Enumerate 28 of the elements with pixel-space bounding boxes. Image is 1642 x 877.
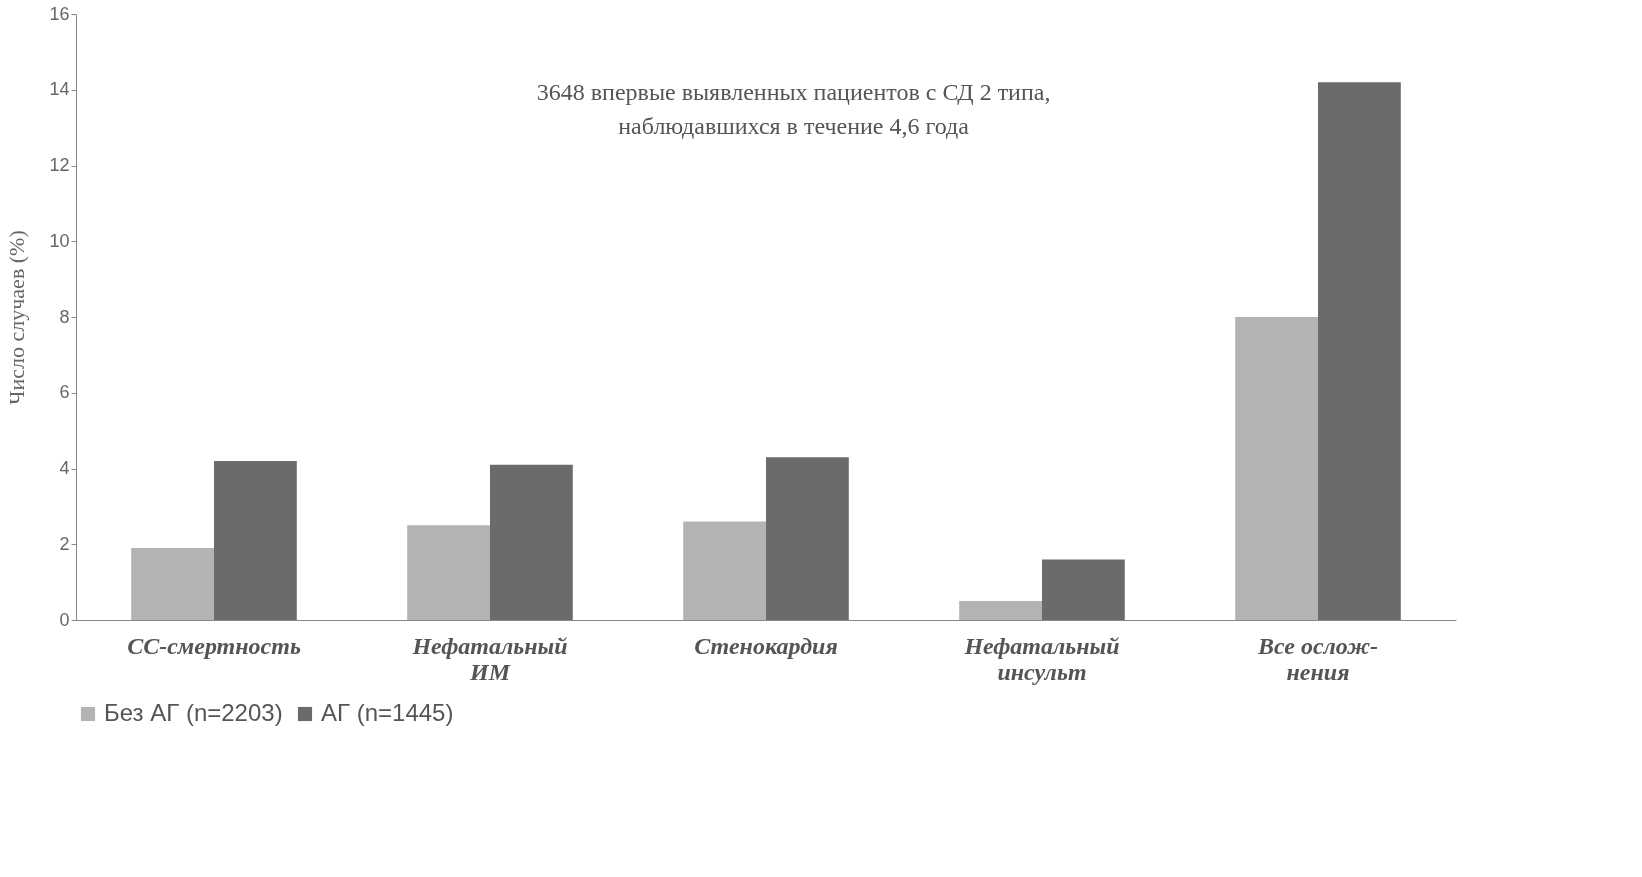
y-tick-label: 16 [49,3,70,24]
x-tick-label: Стенокардия [694,632,838,659]
bar [214,460,297,620]
y-tick-label: 0 [59,609,70,630]
legend-label: Без АГ (n=2203) [104,699,283,726]
y-tick-label: 12 [49,155,70,175]
y-tick-label: 2 [59,533,70,554]
annotation: 3648 впервые выявленных пациентов с СД 2 типа, наблюдавшихся в течение 4,6 года [536,78,1051,139]
y-axis-title: Число случаев (%) [4,230,30,405]
bar [683,521,766,620]
y-tick-label: 8 [59,306,70,327]
x-tick-label: Нефатальный инсульт [963,632,1120,685]
bar [959,601,1042,620]
y-tick-label: 14 [49,79,70,100]
bar [1318,82,1401,620]
bar [407,525,490,620]
bar [766,457,849,620]
y-tick-label: 6 [59,382,70,403]
bar [1042,559,1125,620]
x-tick-label: Все ослож- нения [1256,632,1379,685]
bar [1235,317,1318,620]
y-tick-label: 10 [49,230,70,251]
legend-label: АГ (n=1445) [321,699,454,726]
x-tick-label: Нефатальный ИМ [411,632,568,685]
y-tick-label: 4 [59,458,70,478]
x-tick-label: СС-смертность [127,632,301,659]
bar [490,464,573,620]
bar [131,548,214,620]
